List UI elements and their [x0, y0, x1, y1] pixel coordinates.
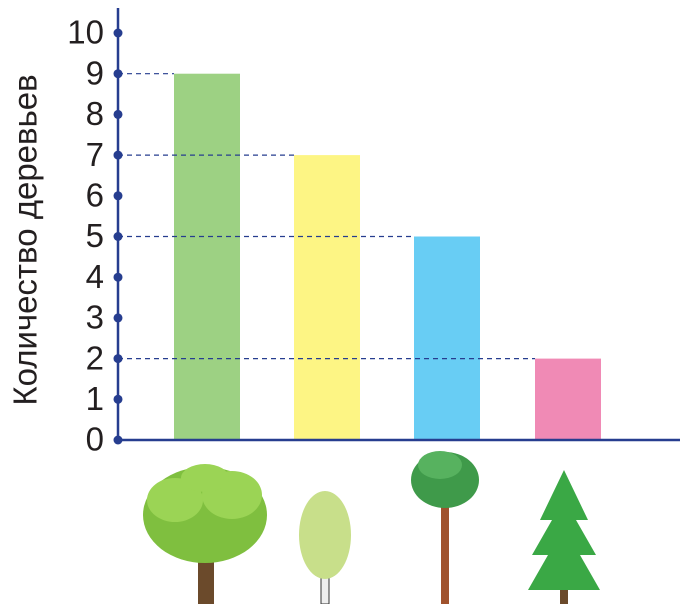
tick-dot: [113, 232, 123, 241]
y-tick-label: 2: [86, 339, 104, 376]
y-axis-label: Количество деревьев: [7, 74, 44, 405]
tick-dot: [113, 191, 123, 201]
spruce-icon: [528, 470, 600, 604]
tick-dot: [113, 435, 123, 445]
tick-dot: [113, 69, 123, 79]
tick-dot: [113, 150, 123, 160]
y-tick-label: 8: [86, 95, 104, 132]
bar: [535, 358, 601, 440]
oak-icon: [143, 464, 267, 604]
tick-dot: [113, 394, 123, 404]
tick-dot: [113, 109, 123, 119]
tree-illustrations: [143, 451, 600, 604]
bar: [174, 73, 240, 440]
birch-icon: [299, 491, 351, 604]
y-tick-label: 4: [86, 258, 104, 295]
bar: [414, 236, 480, 440]
tick-dot: [113, 313, 123, 323]
y-tick-label: 1: [86, 380, 104, 417]
y-tick-label: 5: [86, 217, 104, 254]
tick-dot: [113, 28, 123, 38]
y-tick-label: 3: [86, 299, 104, 336]
y-tick-label: 9: [86, 54, 104, 91]
bar: [294, 155, 360, 440]
tick-dot: [113, 272, 123, 282]
tick-dot: [113, 354, 123, 364]
y-tick-label: 10: [67, 14, 104, 51]
y-tick-label: 6: [86, 177, 104, 214]
y-tick-label: 7: [86, 136, 104, 173]
pine-icon: [411, 451, 479, 604]
y-tick-label: 0: [86, 421, 104, 458]
